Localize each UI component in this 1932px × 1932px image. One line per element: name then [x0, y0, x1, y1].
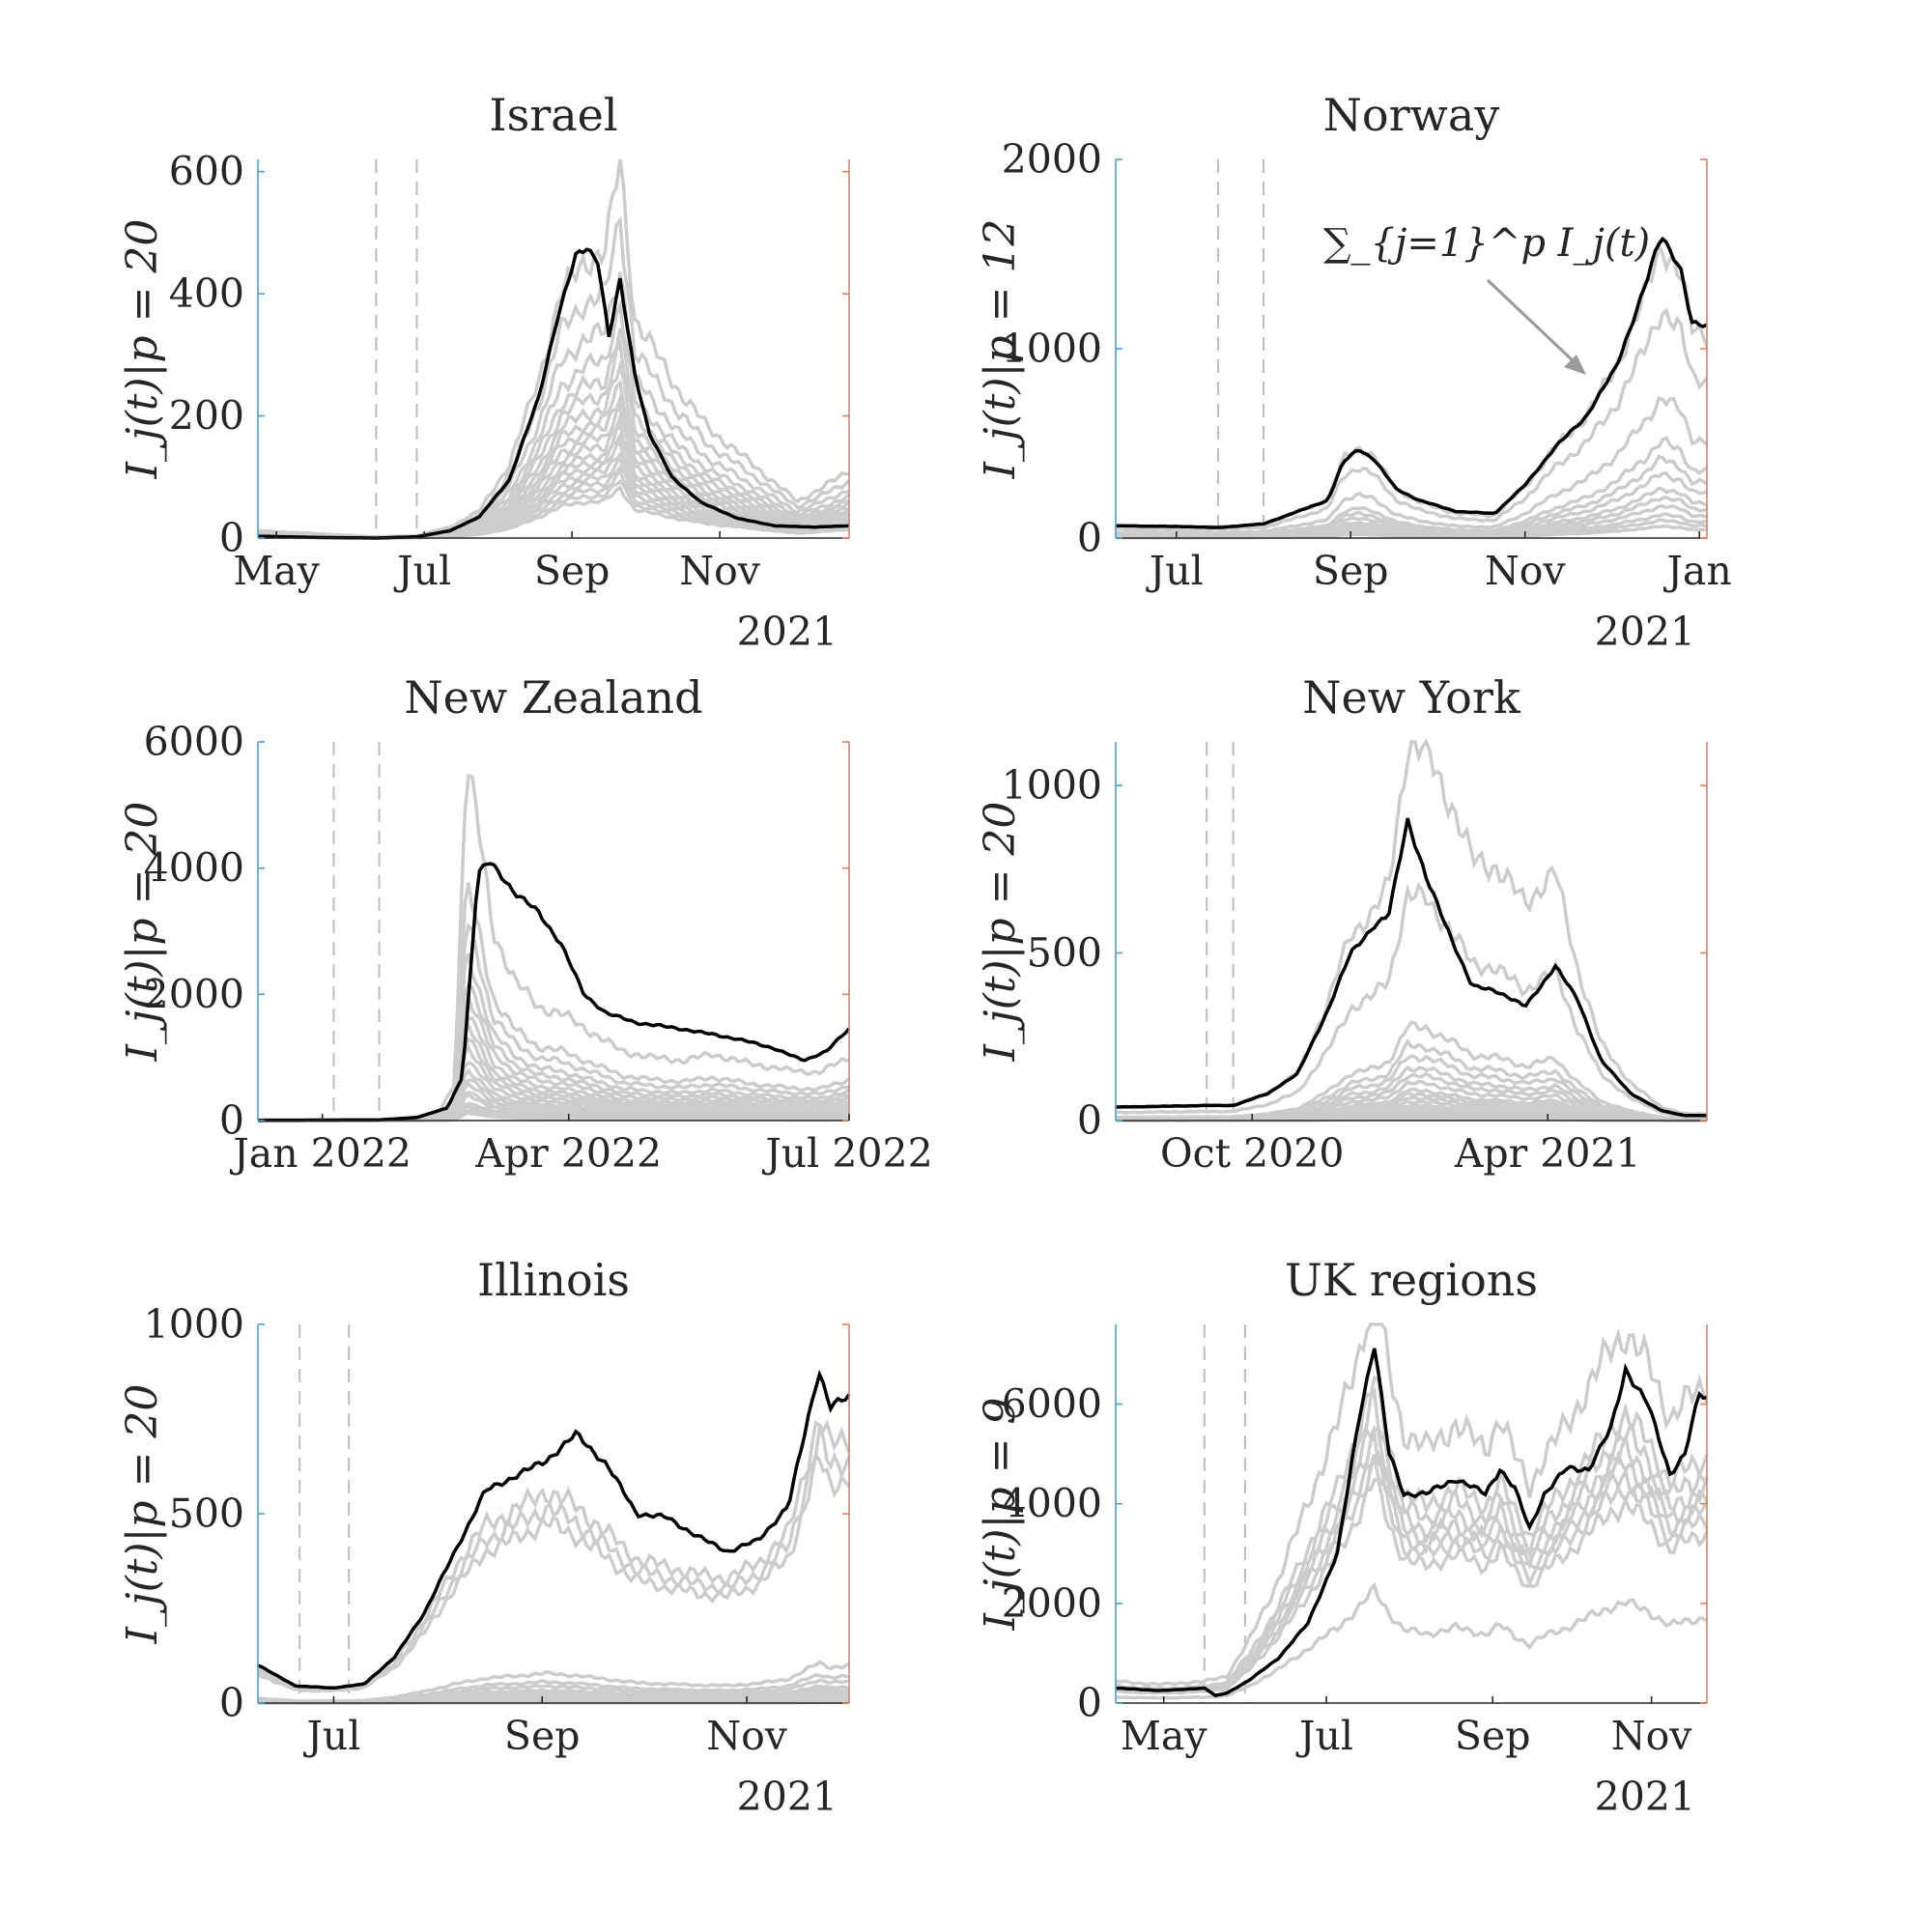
year-label: 2021 [737, 609, 838, 655]
component-series-line [257, 1423, 851, 1692]
panel-title: Illinois [477, 1254, 630, 1306]
y-tick-label: 2000 [1002, 1580, 1102, 1627]
panel-title: New Zealand [404, 671, 702, 724]
total-series-line [1115, 817, 1707, 1118]
y-tick-label: 0 [1077, 1097, 1102, 1144]
x-tick-label: Nov [679, 548, 761, 594]
x-tick-label: Sep [534, 548, 611, 594]
annotation-arrow-shaft [1486, 278, 1578, 366]
y-tick-label: 4000 [1002, 1481, 1102, 1527]
y-tick-label: 1000 [1002, 762, 1102, 809]
y-axis-label: I_j(t)|p = 20 [118, 802, 167, 1063]
y-tick-label: 2000 [1002, 136, 1102, 183]
y-tick-label: 0 [219, 1680, 244, 1726]
component-series-line [1115, 1478, 1709, 1695]
x-tick-label: Jan [1663, 548, 1732, 594]
component-series-line [1115, 738, 1708, 1117]
y-tick-label: 200 [169, 393, 244, 440]
y-axis-label: I_j(t)|p = 20 [976, 802, 1025, 1063]
component-series-line [1115, 239, 1709, 530]
y-axis-label: I_j(t)|p = 20 [118, 219, 167, 480]
y-tick-label: 0 [219, 515, 244, 561]
year-label: 2021 [1595, 1774, 1695, 1820]
x-tick-label: Jul 2022 [761, 1130, 932, 1177]
x-tick-label: May [1121, 1713, 1208, 1759]
x-tick-label: Jul [393, 548, 451, 594]
panel-new-zealand: New Zealand 0 2000 4000 6000 Jan 2022 Apr 202… [118, 671, 933, 1177]
sum-annotation: ∑_{j=1}^p I_j(t) [1323, 221, 1650, 266]
x-tick-label: May [233, 548, 320, 594]
panel-illinois: Illinois 0 500 1000 Jul Sep Nov 2021 I_j(t)|p =… [118, 1254, 851, 1820]
panel-title: New York [1302, 671, 1521, 724]
x-tick-label: Jul [302, 1713, 360, 1759]
panel-uk-regions: UK regions 0 2000 4000 6000 May Jul Sep Nov 2021… [976, 1254, 1709, 1820]
annotation-arrowhead [1564, 355, 1586, 375]
y-tick-label: 600 [169, 149, 244, 195]
x-tick-label: Nov [1485, 548, 1567, 594]
x-tick-label: Jul [1146, 548, 1204, 594]
x-tick-label: Oct 2020 [1160, 1130, 1344, 1177]
y-tick-label: 1000 [144, 1301, 244, 1348]
y-tick-label: 500 [1027, 930, 1102, 977]
panel-title: Israel [489, 89, 617, 141]
y-tick-label: 0 [1077, 1680, 1102, 1726]
component-series-line [1115, 881, 1708, 1119]
total-series-line [1116, 1348, 1708, 1698]
y-tick-label: 400 [169, 270, 244, 317]
x-tick-label: Jan 2022 [229, 1130, 412, 1177]
total-series-line [257, 1369, 851, 1690]
x-tick-label: Sep [1455, 1713, 1531, 1759]
component-series-line [256, 1419, 851, 1691]
panel-new-york: New York 0 500 1000 Oct 2020 Apr 2021 I_j(t)|… [976, 671, 1708, 1177]
y-tick-label: 500 [169, 1491, 244, 1537]
panel-title: UK regions [1285, 1254, 1538, 1306]
x-tick-label: Apr 2021 [1454, 1130, 1641, 1177]
panel-title: Norway [1323, 89, 1500, 141]
total-series-line [1115, 236, 1708, 529]
y-tick-label: 0 [1077, 515, 1102, 561]
panel-norway: Norway 0 1000 2000 Jul Sep Nov Jan 2021 I_j(t)|p… [976, 89, 1732, 655]
year-label: 2021 [737, 1774, 838, 1820]
component-series-line [1115, 1581, 1708, 1700]
component-series-line [1115, 1322, 1709, 1687]
y-tick-label: 6000 [144, 719, 244, 765]
total-series-line [258, 862, 851, 1122]
x-tick-label: Nov [706, 1713, 788, 1759]
y-axis-label: I_j(t)|p = 9 [976, 1398, 1025, 1632]
y-tick-label: 2000 [144, 971, 244, 1017]
y-tick-label: 6000 [1002, 1381, 1102, 1428]
y-axis-label: I_j(t)|p = 12 [976, 219, 1025, 480]
y-tick-label: 4000 [144, 845, 244, 892]
year-label: 2021 [1595, 609, 1695, 655]
x-tick-label: Sep [1313, 548, 1389, 594]
x-tick-label: Jul [1295, 1713, 1353, 1759]
x-tick-label: Nov [1611, 1713, 1693, 1759]
y-tick-label: 0 [219, 1097, 244, 1144]
panel-israel: Israel 0 200 400 600 May Jul Sep Nov 2021 I_j(t)|… [118, 89, 851, 655]
component-series-line [256, 1451, 851, 1693]
x-tick-label: Apr 2022 [474, 1130, 662, 1177]
x-tick-label: Sep [504, 1713, 581, 1759]
y-tick-label: 1000 [1002, 326, 1102, 372]
y-axis-label: I_j(t)|p = 20 [118, 1384, 167, 1645]
